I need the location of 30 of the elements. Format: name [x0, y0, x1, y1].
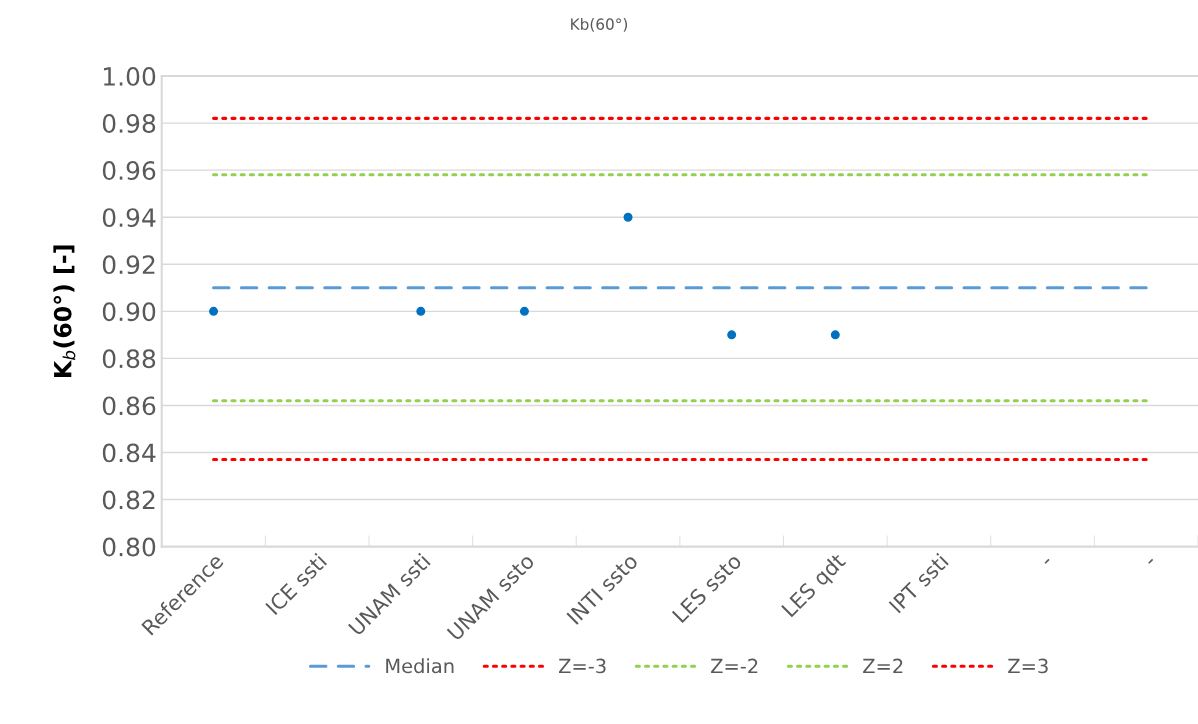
y-tick-label: 0.92 [102, 255, 155, 275]
y-tick-label: 0.86 [102, 396, 156, 416]
y-tick-label: 0.82 [102, 490, 155, 510]
chart-title: Kb(60°) [571, 18, 628, 32]
legend-label: Z=2 [863, 658, 903, 674]
y-tick-label: 0.98 [102, 114, 156, 133]
point [727, 330, 737, 340]
point [623, 212, 633, 222]
x-tick-label: LES qdt [780, 551, 850, 621]
y-tick-label: 0.88 [102, 349, 156, 369]
legend-label: Z=-3 [559, 658, 606, 674]
point [519, 306, 529, 316]
y-tick-label: 0.80 [102, 537, 156, 557]
x-tick-label: - [1148, 558, 1154, 564]
x-tick-label: ICE ssti [264, 552, 328, 616]
point [416, 306, 426, 316]
y-axis-title: K$_{b}$(60°) [-] [53, 245, 76, 377]
y-tick-label: 0.94 [102, 208, 156, 228]
x-tick-label: LES ssto [671, 552, 743, 624]
legend-label: Z=-2 [711, 658, 758, 674]
point [830, 330, 840, 340]
y-tick-label: 0.90 [102, 302, 156, 322]
x-tick-label: - [1044, 558, 1050, 564]
legend-label: Z=3 [1008, 658, 1048, 674]
point [209, 306, 219, 316]
y-tick-label: 1.00 [103, 66, 156, 86]
y-tick-label: 0.84 [102, 443, 156, 463]
legend-label: Median [386, 658, 454, 674]
y-tick-label: 0.96 [102, 161, 156, 180]
x-tick-label: IPT ssti [888, 552, 949, 614]
